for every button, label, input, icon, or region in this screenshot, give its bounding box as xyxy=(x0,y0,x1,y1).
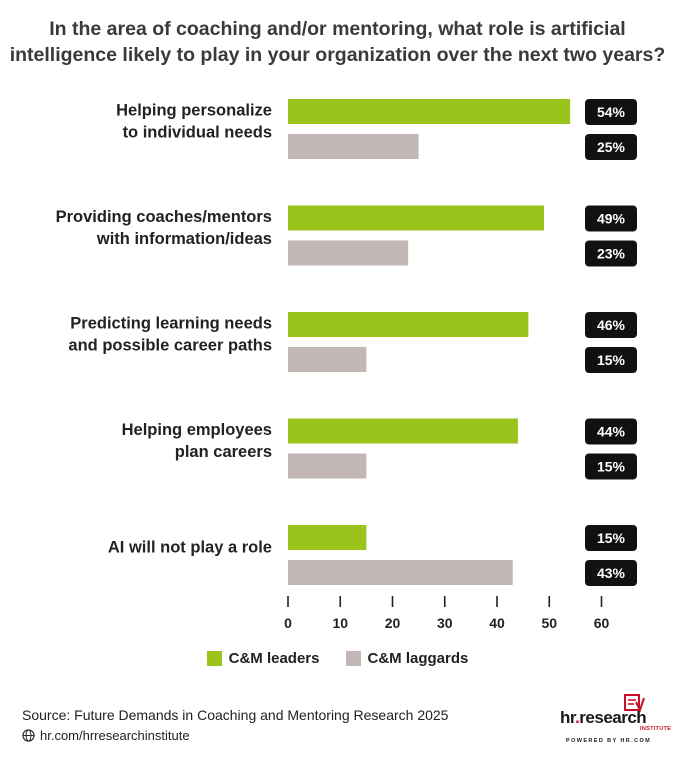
globe-icon xyxy=(22,729,35,742)
title-line-2: intelligence likely to play in your orga… xyxy=(9,44,666,66)
category-label-1-1: with information/ideas xyxy=(96,230,272,248)
legend-label-laggards: C&M laggards xyxy=(367,650,469,667)
value-badge-1-1 xyxy=(585,240,637,267)
legend-item-leaders: C&M leaders xyxy=(206,650,320,667)
x-tick-label-2: 20 xyxy=(385,615,401,631)
legend-swatch-laggards xyxy=(345,651,361,666)
value-badge-0-0 xyxy=(585,99,637,125)
source-note: Source: Future Demands in Coaching and M… xyxy=(22,707,449,723)
legend-label-leaders: C&M leaders xyxy=(228,650,320,667)
data-label-1-0: 25% xyxy=(597,139,626,155)
title-line-1: In the area of coaching and/or mentoring… xyxy=(49,18,626,40)
bar-leaders-1 xyxy=(288,205,545,231)
brand-logo: hr.research INSTITUTE POWERED BY HR.COM xyxy=(560,694,672,754)
value-badge-0-2 xyxy=(585,312,637,338)
certificate-logo-icon xyxy=(624,694,645,712)
data-label-0-2: 46% xyxy=(597,317,626,333)
value-badge-0-3 xyxy=(585,418,637,445)
value-badge-1-0 xyxy=(585,134,637,160)
data-label-0-1: 49% xyxy=(597,211,626,227)
source-link[interactable]: hr.com/hrresearchinstitute xyxy=(22,728,190,743)
x-tick-label-0: 0 xyxy=(284,615,292,631)
category-label-0-0: Helping personalize xyxy=(116,102,272,120)
data-label-1-3: 15% xyxy=(597,459,626,475)
x-tick-label-5: 50 xyxy=(541,615,557,631)
value-badge-1-3 xyxy=(585,453,637,480)
legend-swatch-leaders xyxy=(206,651,222,666)
value-badge-0-4 xyxy=(585,525,637,551)
category-label-2-1: and possible career paths xyxy=(68,337,272,355)
value-badge-0-1 xyxy=(585,205,637,232)
bar-leaders-2 xyxy=(288,312,529,337)
brand-subtitle: INSTITUTE xyxy=(640,726,672,732)
x-tick-label-4: 40 xyxy=(489,615,505,631)
data-label-0-4: 15% xyxy=(597,530,626,546)
bar-laggards-2 xyxy=(288,347,367,372)
category-label-1-0: Providing coaches/mentors xyxy=(56,208,272,226)
legend-item-laggards: C&M laggards xyxy=(345,650,469,667)
category-label-3-1: plan careers xyxy=(175,443,272,461)
legend: C&M leaders C&M laggards xyxy=(0,650,675,667)
bar-laggards-0 xyxy=(288,134,419,159)
category-label-0-1: to individual needs xyxy=(123,124,272,142)
bar-leaders-3 xyxy=(288,418,518,444)
brand-wordmark: hr.research xyxy=(560,708,647,727)
bar-leaders-4 xyxy=(288,525,367,550)
data-label-0-3: 44% xyxy=(597,424,626,440)
bar-laggards-4 xyxy=(288,560,513,585)
value-badge-1-4 xyxy=(585,560,637,586)
category-label-4-0: AI will not play a role xyxy=(108,539,272,557)
x-tick-label-6: 60 xyxy=(594,615,610,631)
bar-laggards-3 xyxy=(288,453,367,479)
data-label-0-0: 54% xyxy=(597,104,626,120)
source-link-text[interactable]: hr.com/hrresearchinstitute xyxy=(40,728,190,743)
bar-laggards-1 xyxy=(288,240,409,266)
category-label-2-0: Predicting learning needs xyxy=(70,315,272,333)
x-tick-label-3: 30 xyxy=(437,615,453,631)
x-tick-label-1: 10 xyxy=(332,615,348,631)
bar-chart: Helping personalize to individual needs 54… xyxy=(56,99,637,631)
data-label-1-2: 15% xyxy=(597,352,626,368)
bar-leaders-0 xyxy=(288,99,571,124)
value-badge-1-2 xyxy=(585,347,637,373)
data-label-1-1: 23% xyxy=(597,246,626,262)
chart-title: In the area of coaching and/or mentoring… xyxy=(0,16,675,68)
category-label-3-0: Helping employees xyxy=(122,421,272,439)
brand-powered-by: POWERED BY HR.COM xyxy=(566,738,652,744)
data-label-1-4: 43% xyxy=(597,565,626,581)
